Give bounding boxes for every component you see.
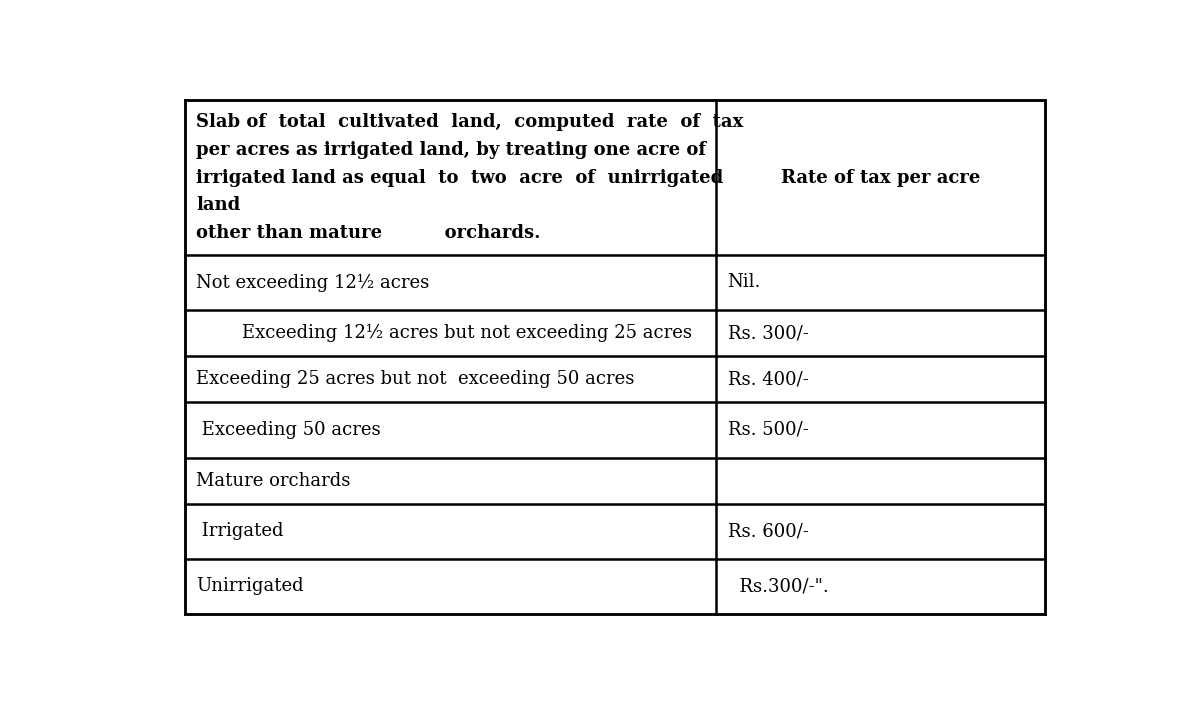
Text: Rs. 300/-: Rs. 300/-: [727, 324, 809, 342]
Text: Rs. 400/-: Rs. 400/-: [727, 370, 809, 388]
Text: irrigated land as equal  to  two  acre  of  unirrigated: irrigated land as equal to two acre of u…: [197, 168, 724, 187]
Text: Slab of  total  cultivated  land,  computed  rate  of  tax: Slab of total cultivated land, computed …: [197, 113, 744, 131]
Text: Rs. 600/-: Rs. 600/-: [727, 522, 809, 540]
Text: Nil.: Nil.: [727, 274, 761, 291]
Text: Rs.300/-".: Rs.300/-".: [727, 578, 828, 595]
Text: Exceeding 12½ acres but not exceeding 25 acres: Exceeding 12½ acres but not exceeding 25…: [197, 324, 692, 342]
Text: Rs. 500/-: Rs. 500/-: [727, 421, 809, 439]
Text: Unirrigated: Unirrigated: [197, 578, 304, 595]
Text: Mature orchards: Mature orchards: [197, 472, 350, 490]
Text: Exceeding 50 acres: Exceeding 50 acres: [197, 421, 382, 439]
Text: per acres as irrigated land, by treating one acre of: per acres as irrigated land, by treating…: [197, 141, 707, 159]
Text: Not exceeding 12½ acres: Not exceeding 12½ acres: [197, 274, 430, 291]
Text: Exceeding 25 acres but not  exceeding 50 acres: Exceeding 25 acres but not exceeding 50 …: [197, 370, 635, 388]
Text: other than mature          orchards.: other than mature orchards.: [197, 224, 541, 242]
Text: Irrigated: Irrigated: [197, 522, 284, 540]
Text: Rate of tax per acre: Rate of tax per acre: [781, 168, 980, 187]
Text: land: land: [197, 197, 241, 214]
